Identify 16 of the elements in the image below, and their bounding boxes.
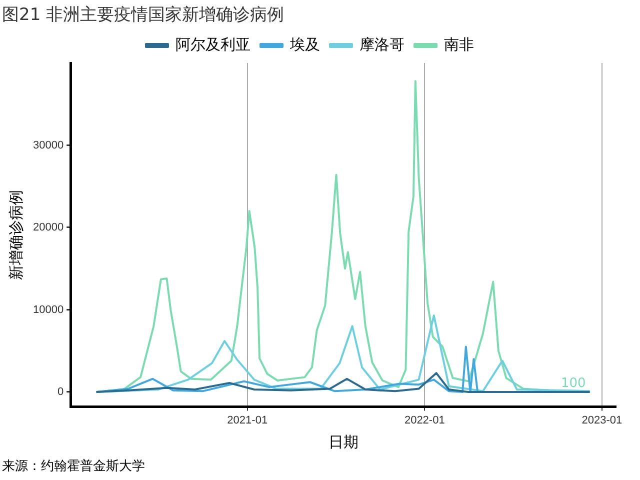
legend-label: 埃及	[289, 35, 320, 54]
y-tick-label: 30000	[32, 139, 64, 152]
legend-label: 摩洛哥	[360, 35, 404, 54]
legend-label: 阿尔及利亚	[176, 35, 250, 54]
x-axis-title: 日期	[328, 434, 358, 452]
chart-title: 图21 非洲主要疫情国家新增确诊病例	[2, 4, 284, 26]
x-tick-label: 2022-01	[404, 414, 445, 426]
legend-label: 南非	[444, 35, 474, 54]
source-note: 来源：约翰霍普金斯大学	[2, 458, 145, 475]
x-tick-label: 2021-01	[227, 414, 268, 426]
y-axis-title: 新增确诊病例	[8, 190, 26, 280]
y-tick-label: 20000	[32, 222, 64, 234]
annotation: 100	[560, 376, 586, 392]
y-tick-label: 10000	[32, 304, 64, 316]
y-tick-label: 0	[57, 386, 64, 398]
x-tick-label: 2023-01	[582, 414, 622, 426]
